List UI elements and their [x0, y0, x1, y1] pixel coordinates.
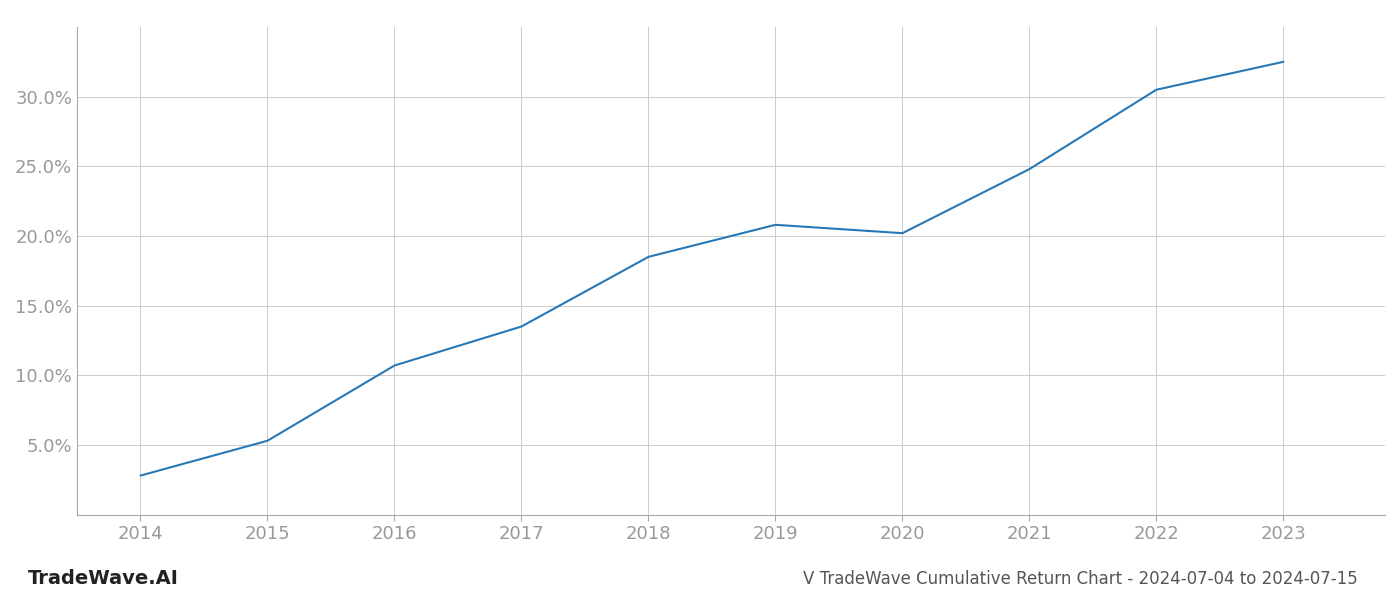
Text: V TradeWave Cumulative Return Chart - 2024-07-04 to 2024-07-15: V TradeWave Cumulative Return Chart - 20…	[804, 570, 1358, 588]
Text: TradeWave.AI: TradeWave.AI	[28, 569, 179, 588]
